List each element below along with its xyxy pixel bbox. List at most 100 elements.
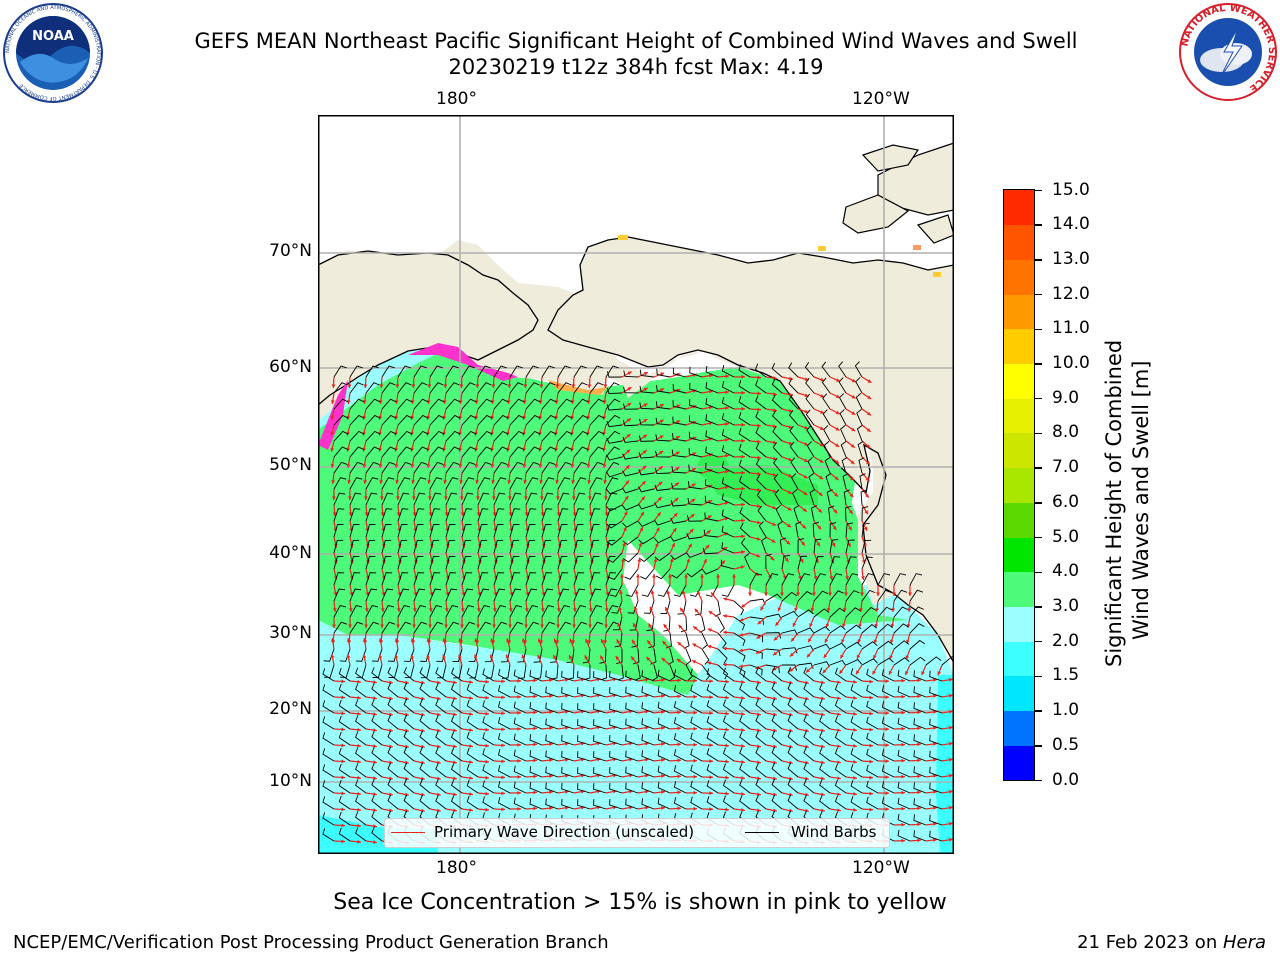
wave-direction-arrowhead <box>404 696 409 701</box>
wind-barb <box>860 489 867 506</box>
noaa-logo-text: NOAA <box>32 29 74 44</box>
wave-direction-arrowhead <box>773 744 777 749</box>
wind-barb <box>461 605 475 618</box>
wave-direction-arrowhead <box>459 384 464 388</box>
wave-direction-arrowhead <box>410 638 415 643</box>
wind-barb <box>777 520 784 538</box>
wind-barb <box>468 648 479 663</box>
wind-barb <box>322 684 335 698</box>
wave-direction-arrowhead <box>869 727 873 732</box>
wind-barb <box>573 492 586 506</box>
wind-barb <box>557 524 568 538</box>
wind-barb <box>322 716 335 730</box>
wind-barb <box>823 441 831 458</box>
wave-direction-arrowhead <box>647 640 651 645</box>
wind-barb <box>897 765 911 778</box>
colorbar-segment <box>1004 571 1034 607</box>
wind-barb <box>513 701 527 714</box>
wind-barb <box>850 748 863 762</box>
wave-direction-arrowhead <box>357 743 361 748</box>
wave-direction-arrowhead <box>677 790 681 795</box>
wave-direction-arrowhead <box>330 415 335 420</box>
wind-barb <box>349 539 360 554</box>
wave-direction-arrowhead <box>469 792 473 796</box>
wind-barb <box>897 797 911 810</box>
wind-barb <box>721 429 735 442</box>
wave-direction-arrowhead <box>458 400 463 404</box>
wave-direction-arrowhead <box>689 528 694 533</box>
wave-direction-arrowhead <box>569 638 574 643</box>
wind-barb <box>671 483 687 490</box>
wave-direction-arrowhead <box>788 680 793 685</box>
wind-barb <box>469 664 479 679</box>
wave-direction-arrowhead <box>833 509 838 514</box>
wave-direction-arrowhead <box>889 655 893 660</box>
wind-barb <box>861 606 877 618</box>
wave-direction-arrowhead <box>475 384 480 388</box>
wave-direction-arrowhead <box>362 654 367 659</box>
wind-barb <box>365 508 377 522</box>
colorbar-segment <box>1004 467 1034 503</box>
wave-direction-arrowhead <box>364 624 368 628</box>
wave-direction-arrowhead <box>660 388 665 392</box>
wind-barb <box>625 718 639 730</box>
wind-barb <box>774 489 783 506</box>
wave-direction-arrowhead <box>757 776 761 781</box>
wave-direction-arrowhead <box>554 463 559 468</box>
wind-barb <box>466 763 479 778</box>
wave-direction-arrowhead <box>869 743 873 748</box>
wind-barb <box>625 734 639 746</box>
wave-direction-arrowhead <box>675 451 680 456</box>
wave-direction-arrowhead <box>373 824 377 828</box>
wave-direction-arrowhead <box>506 463 511 468</box>
wave-direction-arrowhead <box>624 495 629 500</box>
wave-direction-arrowhead <box>697 590 701 595</box>
wave-direction-arrowhead <box>508 512 513 516</box>
wave-direction-arrowhead <box>442 638 447 643</box>
colorbar-segment <box>1004 294 1034 330</box>
wave-direction-arrowhead <box>709 679 713 684</box>
wind-barb <box>589 398 605 410</box>
wave-direction-arrowhead <box>821 808 825 813</box>
wave-direction-arrowhead <box>642 465 647 470</box>
wind-barb <box>573 605 587 618</box>
wind-barb <box>365 461 380 474</box>
wind-barb <box>397 382 412 394</box>
wind-barb <box>739 795 751 810</box>
wave-direction-arrowhead <box>707 661 712 666</box>
wind-barb <box>445 446 460 458</box>
wind-barb <box>834 683 847 698</box>
wind-barb <box>466 683 479 698</box>
wind-barb <box>429 430 445 442</box>
wind-barb <box>654 467 671 475</box>
wave-direction-arrowhead <box>707 515 712 519</box>
wave-direction-arrowhead <box>640 511 644 516</box>
wind-barb <box>482 668 495 682</box>
wave-direction-arrowhead <box>933 726 937 730</box>
colorbar-segment <box>1004 502 1034 538</box>
wave-direction-arrowhead <box>404 744 409 749</box>
wind-barb-legend-line <box>745 832 779 833</box>
wave-direction-arrowhead <box>741 550 745 554</box>
wave-direction-arrowhead <box>554 400 559 404</box>
wind-barb <box>573 365 587 378</box>
colorbar-tick-label: 1.0 <box>1052 700 1080 721</box>
wave-direction-arrowhead <box>757 488 761 492</box>
wind-barb <box>788 394 799 410</box>
wave-direction-arrowhead <box>901 838 905 843</box>
wave-direction-arrowhead <box>788 457 793 462</box>
wind-barb <box>881 733 895 746</box>
wave-direction-arrowhead <box>539 384 544 388</box>
wave-direction-arrowhead <box>788 490 792 494</box>
wave-direction-arrowhead <box>602 415 607 420</box>
wave-direction-arrowhead <box>853 775 857 780</box>
wind-barb <box>477 461 492 474</box>
wind-barb <box>845 607 861 618</box>
wind-barb <box>845 624 862 634</box>
wind-barb <box>866 732 879 746</box>
wave-direction-arrowhead <box>556 624 560 628</box>
wave-direction-arrowhead <box>556 512 561 516</box>
wind-barb <box>834 795 847 810</box>
wind-barb <box>881 669 895 682</box>
wind-barb <box>866 684 879 698</box>
